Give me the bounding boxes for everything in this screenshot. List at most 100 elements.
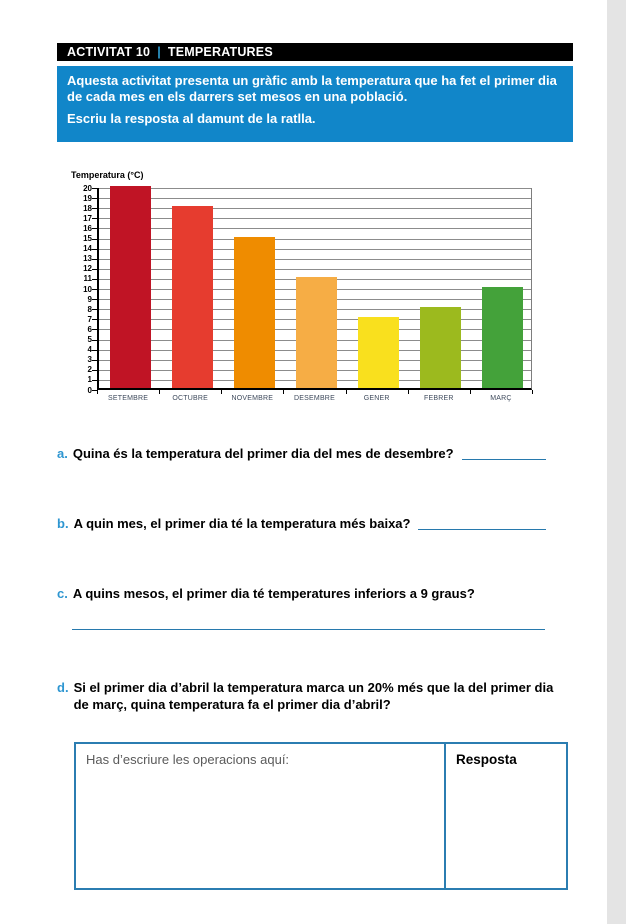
instruction-text-2: Escriu la resposta al damunt de la ratll… <box>67 111 316 126</box>
operations-answer-table: Has d’escriure les operacions aquí: Resp… <box>74 742 568 890</box>
y-axis-tick <box>92 369 97 371</box>
y-axis-tick <box>92 268 97 270</box>
gridline <box>99 198 531 200</box>
x-axis-tick <box>159 390 161 394</box>
y-axis-tick-label: 5 <box>87 335 92 344</box>
y-axis-tick-label: 7 <box>87 314 92 324</box>
x-axis-label: FEBRER <box>423 395 454 402</box>
y-axis-tick <box>92 299 97 301</box>
temperature-bar-chart: Temperatura (°C) 0 1 2 3 4 5 6 7 8 9 10 11 12 13 14 15 1… <box>0 168 626 418</box>
question-a-answer-line[interactable] <box>461 445 546 460</box>
y-axis-tick-label: 9 <box>87 294 92 304</box>
y-axis-tick-label: 3 <box>87 355 92 365</box>
gridline <box>99 228 531 230</box>
y-axis-tick-label: 1 <box>87 375 92 385</box>
x-axis-tick <box>345 390 347 394</box>
y-axis-tick <box>92 349 97 351</box>
question-d-letter: d. <box>57 680 69 695</box>
y-axis-tick <box>92 289 97 290</box>
y-axis-tick <box>92 188 97 189</box>
question-d-text: Si el primer dia d’abril la temperatura … <box>73 680 554 712</box>
gridline <box>99 258 531 260</box>
bar-mar <box>482 287 524 388</box>
y-axis-tick-label: 8 <box>87 304 92 314</box>
y-axis-tick <box>92 198 97 200</box>
y-axis-tick <box>92 319 97 321</box>
chart-plot-area <box>97 186 532 390</box>
header-separator: | <box>157 45 161 59</box>
instruction-text: Aquesta activitat presenta un gràfic amb… <box>67 73 557 104</box>
page-edge-shade <box>607 0 626 924</box>
x-axis-tick <box>283 390 285 394</box>
question-c: c. A quins mesos, el primer dia té tempe… <box>57 585 567 602</box>
x-axis-label: MARÇ <box>490 395 512 402</box>
y-axis-tick <box>92 218 97 220</box>
y-axis-tick <box>92 208 97 210</box>
y-axis-tick-label: 10 <box>83 284 92 294</box>
y-axis-tick-label: 0 <box>87 385 92 395</box>
y-axis-tick <box>92 359 97 361</box>
bar-febrer <box>420 307 462 388</box>
x-axis-label: GENER <box>363 395 390 402</box>
y-axis-tick <box>92 278 97 280</box>
y-axis-tick <box>92 379 97 381</box>
x-axis-label: NOVEMBRE <box>231 395 274 402</box>
activity-number-label: ACTIVITAT 10 <box>67 45 151 59</box>
x-axis-label: DESEMBRE <box>294 395 335 402</box>
y-axis-tick-label: 14 <box>83 244 92 254</box>
gridline <box>99 218 531 220</box>
x-axis-label: OCTUBRE <box>172 395 209 402</box>
gridline <box>99 208 531 210</box>
y-axis-tick-label: 15 <box>83 234 92 243</box>
question-d: d. Si el primer dia d’abril la temperatu… <box>57 679 569 713</box>
y-axis-tick <box>92 309 97 311</box>
y-axis-tick-label: 16 <box>83 223 92 233</box>
activity-header-bar: ACTIVITAT 10 | TEMPERATURES <box>57 43 573 61</box>
gridline <box>99 248 531 250</box>
question-c-answer-line[interactable] <box>72 629 545 630</box>
y-axis-tick-label: 4 <box>87 345 92 355</box>
answer-cell[interactable]: Resposta <box>446 744 566 888</box>
gridline <box>99 238 531 240</box>
y-axis-tick <box>92 390 97 391</box>
bar-desembre <box>296 276 337 388</box>
y-axis-tick-label: 20 <box>83 183 92 193</box>
operations-cell[interactable]: Has d’escriure les operacions aquí: <box>76 744 446 888</box>
y-axis-tick-label: 12 <box>83 264 92 274</box>
x-axis-tick <box>532 390 533 394</box>
question-b-text: A quin mes, el primer dia té la temperat… <box>73 516 411 531</box>
y-axis-tick <box>92 339 97 341</box>
y-axis-tick-label: 11 <box>83 274 92 284</box>
y-axis-tick <box>92 329 97 331</box>
x-axis-tick <box>221 390 223 394</box>
question-b-answer-line[interactable] <box>418 515 546 530</box>
question-a-text: Quina és la temperatura del primer dia d… <box>72 446 454 461</box>
y-axis-tick-label: 18 <box>83 203 92 213</box>
activity-title: TEMPERATURES <box>167 45 273 59</box>
bar-setembre <box>109 186 151 388</box>
question-b-letter: b. <box>57 516 69 531</box>
bar-novembre <box>233 236 275 388</box>
y-axis-tick <box>92 228 97 230</box>
y-axis-tick-label: 19 <box>83 193 92 203</box>
x-axis-label: SETEMBRE <box>108 395 149 402</box>
question-c-text: A quins mesos, el primer dia té temperat… <box>72 586 475 601</box>
y-axis-tick-label: 6 <box>87 324 92 334</box>
y-axis-title: Temperatura (°C) <box>71 170 144 180</box>
y-axis-tick <box>92 258 97 260</box>
y-axis-tick-label: 13 <box>83 254 92 264</box>
y-axis-tick-label: 17 <box>83 213 92 223</box>
question-c-letter: c. <box>57 586 68 601</box>
y-axis-tick <box>92 238 97 240</box>
operations-label: Has d’escriure les operacions aquí: <box>86 752 290 767</box>
x-axis-tick <box>469 390 471 394</box>
x-axis-tick <box>407 390 409 394</box>
bar-octubre <box>171 206 213 388</box>
bar-gener <box>358 317 400 388</box>
gridline <box>99 188 531 189</box>
x-axis-tick <box>97 390 98 394</box>
y-axis-tick <box>92 248 97 250</box>
instruction-box: Aquesta activitat presenta un gràfic amb… <box>57 66 573 142</box>
question-b: b. A quin mes, el primer dia té la tempe… <box>57 515 546 532</box>
